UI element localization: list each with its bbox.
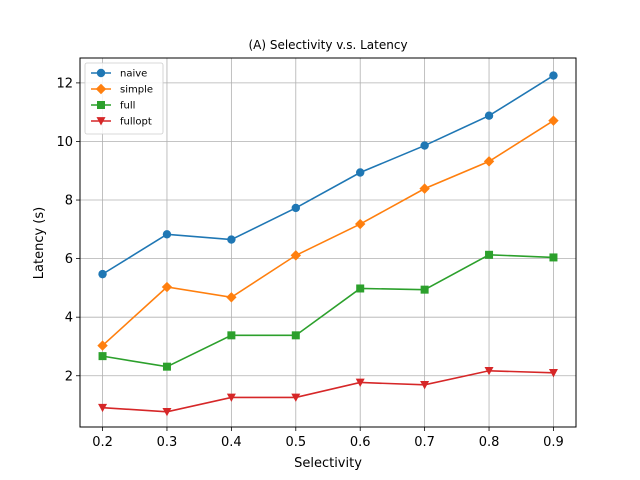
legend-marker-simple [95, 83, 107, 95]
data-point-simple [355, 218, 366, 230]
y-tick-label: 2 [65, 369, 73, 384]
legend: naive simple full fullopt [84, 62, 164, 135]
legend-marker-fullopt [96, 117, 106, 126]
y-tick-label: 6 [65, 252, 73, 267]
plot-frame [79, 57, 577, 428]
series-line-simple [102, 119, 554, 347]
data-point-naive [162, 230, 172, 239]
x-tick-label: 0.3 [157, 435, 178, 450]
data-point-fullopt [291, 393, 301, 402]
data-point-simple [226, 292, 237, 303]
x-tick-label: 0.2 [92, 435, 113, 450]
data-point-fullopt [420, 381, 430, 390]
ticks: 0.2 0.3 0.4 0.5 0.6 0.7 0.8 0.9 2 4 6 8 10 12 [56, 76, 563, 450]
legend-marker-full [97, 101, 105, 109]
data-point-full [227, 331, 236, 340]
series-line-naive [102, 74, 554, 275]
data-point-full [420, 285, 429, 294]
series-naive [98, 71, 558, 279]
data-point-simple [97, 340, 108, 351]
series-line-fullopt [102, 369, 554, 413]
legend-item-fullopt: fullopt [91, 117, 152, 128]
data-point-full [162, 362, 171, 371]
legend-label-full: full [120, 101, 135, 112]
data-point-fullopt [484, 366, 494, 376]
legend-item-naive: naive [91, 69, 147, 80]
legend-label-fullopt: fullopt [120, 117, 152, 128]
data-point-fullopt [548, 368, 558, 378]
data-point-fullopt [98, 403, 108, 413]
series-full [98, 250, 558, 371]
series-fullopt [98, 366, 558, 417]
data-point-simple [548, 115, 559, 126]
y-axis-label: Latency (s) [32, 207, 47, 279]
data-point-naive [227, 235, 236, 244]
data-point-fullopt [355, 378, 365, 387]
legend-label-simple: simple [120, 85, 153, 96]
data-point-simple [290, 250, 301, 261]
x-tick-label: 0.9 [543, 435, 564, 450]
legend-box [84, 62, 164, 135]
legend-item-simple: simple [91, 83, 153, 96]
data-point-full [291, 331, 300, 340]
legend-item-full: full [91, 101, 135, 112]
data-point-full [485, 250, 494, 259]
x-axis-label: Selectivity [294, 456, 362, 471]
data-point-naive [98, 269, 107, 279]
legend-marker-naive [96, 68, 106, 78]
y-tick-label: 10 [56, 135, 73, 150]
x-tick-label: 0.4 [221, 435, 242, 450]
y-tick-label: 8 [65, 194, 73, 209]
data-point-full [549, 253, 558, 262]
data-point-fullopt [226, 393, 236, 402]
series-simple [97, 115, 559, 351]
chart-title: (A) Selectivity v.s. Latency [248, 38, 407, 52]
y-tick-label: 4 [65, 311, 73, 326]
data-point-full [98, 352, 107, 361]
data-point-full [356, 284, 365, 293]
y-tick-label: 12 [56, 76, 73, 91]
series-group [97, 71, 559, 417]
x-tick-label: 0.8 [479, 435, 500, 450]
data-point-naive [484, 111, 494, 120]
data-point-naive [356, 168, 365, 177]
data-point-simple [161, 281, 173, 293]
data-point-simple [483, 156, 495, 167]
series-line-full [102, 253, 554, 368]
data-point-simple [419, 183, 430, 194]
data-point-naive [420, 141, 429, 150]
x-tick-label: 0.7 [414, 435, 435, 450]
data-point-naive [291, 203, 300, 213]
x-tick-label: 0.5 [285, 435, 306, 450]
data-point-naive [549, 71, 558, 80]
data-point-fullopt [162, 407, 172, 417]
legend-label-naive: naive [120, 69, 147, 80]
x-tick-label: 0.6 [350, 435, 371, 450]
